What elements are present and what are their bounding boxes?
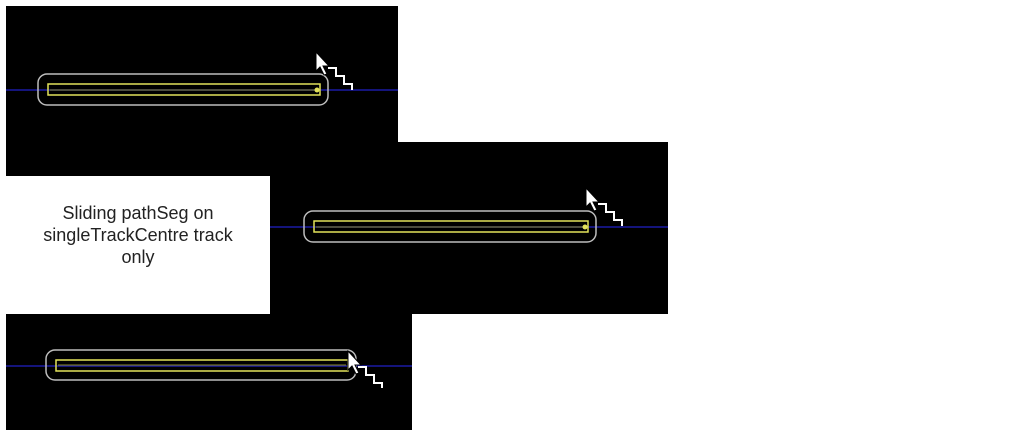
caption-line-2: singleTrackCentre track [43,225,233,245]
caption-text: Sliding pathSeg on singleTrackCentre tra… [43,202,232,268]
stretch-stair-icon [598,203,623,226]
arrow-cursor-icon [347,349,363,375]
layout-canvas-step-2[interactable] [270,142,668,314]
caption-line-3: only [121,247,155,267]
caption-box: Sliding pathSeg on singleTrackCentre tra… [6,177,270,293]
layout-canvas-step-3[interactable] [6,314,412,430]
layout-canvas-step-1[interactable] [6,6,398,176]
arrow-cursor-icon [315,50,331,76]
arrow-cursor-icon [585,186,601,212]
canvas-drawing-2 [270,186,668,243]
segment-end-handle[interactable] [582,224,588,230]
path-segment[interactable] [313,220,589,233]
path-segment[interactable] [47,83,321,96]
selection-outline[interactable] [37,73,329,106]
canvas-drawing-1 [6,50,398,106]
canvas-drawing-3 [6,349,412,388]
segment-end-handle[interactable] [314,87,320,93]
stretch-stair-icon [328,67,353,90]
caption-line-1: Sliding pathSeg on [62,203,214,223]
stretch-stair-icon [358,366,383,388]
selection-outline[interactable] [303,210,597,243]
